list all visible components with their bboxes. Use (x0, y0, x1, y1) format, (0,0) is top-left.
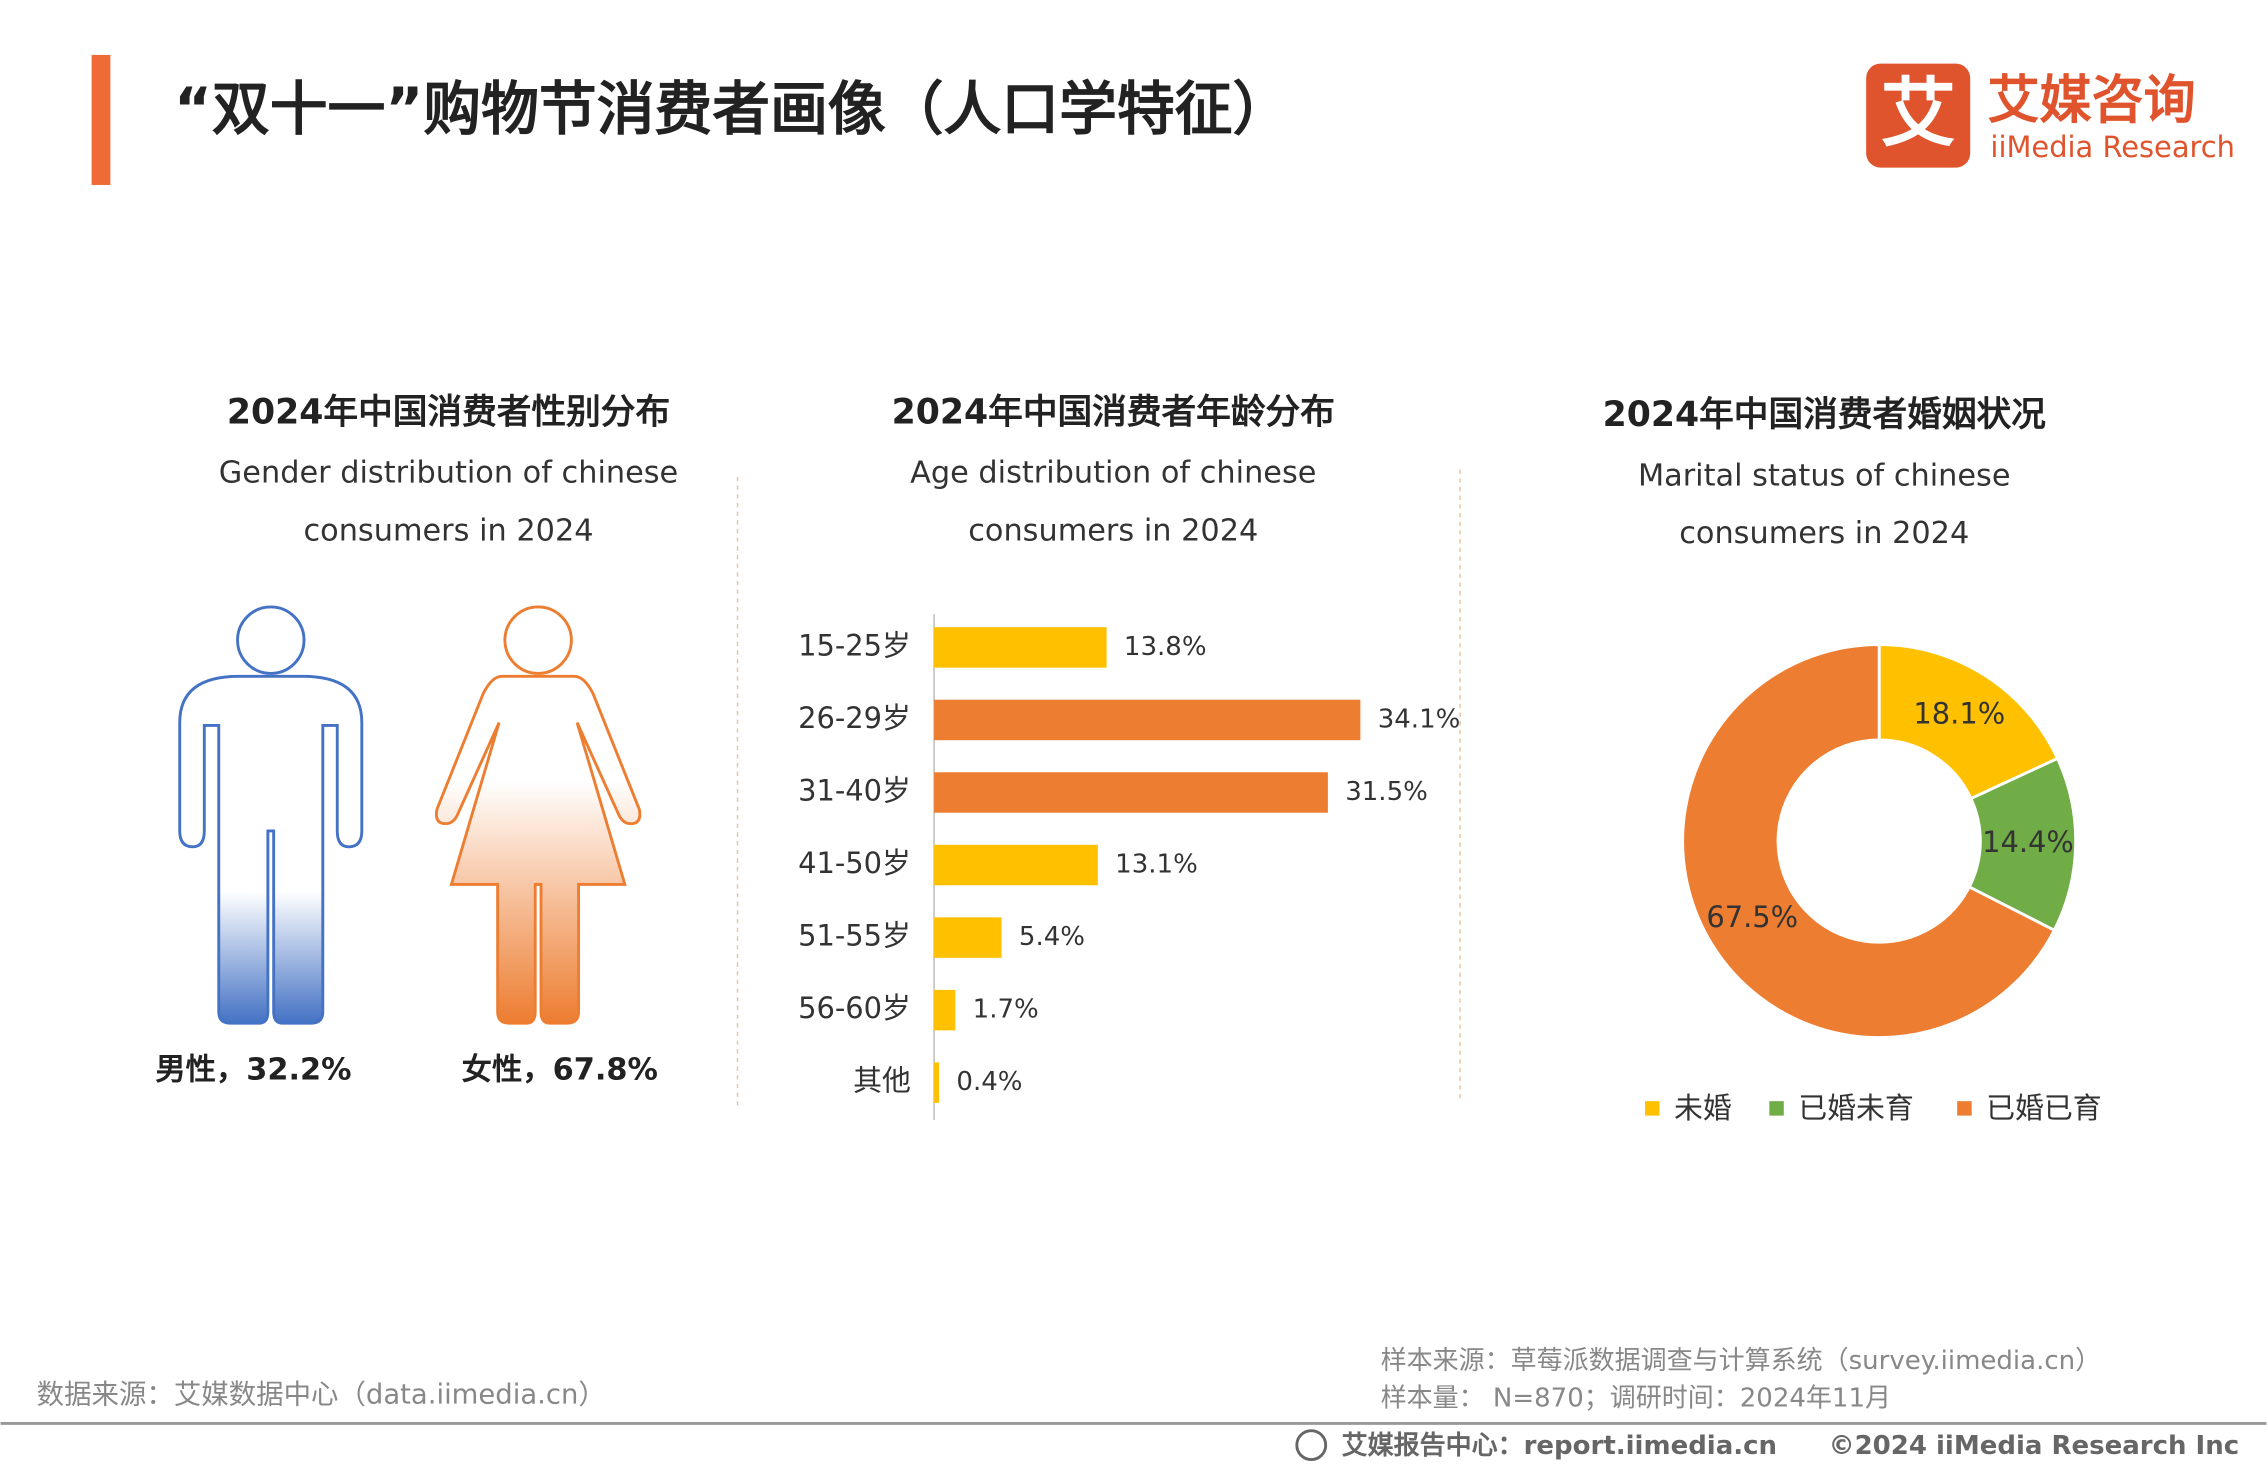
legend-swatch (1645, 1101, 1660, 1116)
sample-info: 样本量： N=870；调研时间：2024年11月 (1381, 1383, 1891, 1413)
logo-box (1866, 63, 1971, 168)
sample-source: 样本来源：草莓派数据调查与计算系统（survey.iimedia.cn） (1381, 1346, 2102, 1376)
logo-mark: 艾 (1881, 69, 1956, 157)
category-label: 56-60岁 (798, 991, 911, 1025)
value-label: 14.4% (1982, 825, 2074, 859)
bar (934, 772, 1328, 813)
legend-swatch (1957, 1101, 1972, 1116)
chart-subtitle: consumers in 2024 (303, 513, 593, 548)
title-accent (91, 54, 111, 185)
figure (434, 674, 642, 1025)
value-label: 18.1% (1913, 697, 2005, 731)
figure-head (503, 605, 573, 675)
value-label: 5.4% (1019, 922, 1085, 952)
chart-title: 2024年中国消费者婚姻状况 (1603, 395, 2047, 435)
copyright: ©2024 iiMedia Research Inc (1829, 1431, 2240, 1461)
value-label: 1.7% (973, 995, 1039, 1025)
logo-sub: iiMedia Research (1990, 130, 2235, 164)
report-center: 艾媒报告中心：report.iimedia.cn (1342, 1430, 1777, 1461)
chart-subtitle: Gender distribution of chinese (219, 455, 678, 490)
category-label: 31-40岁 (798, 773, 911, 807)
category-label: 51-55岁 (798, 919, 911, 953)
donut-slice (1681, 643, 2057, 1039)
category-label: 41-50岁 (798, 846, 911, 880)
category-label: 其他 (853, 1064, 911, 1098)
page-title: “双十一”购物节消费者画像（人口学特征） (174, 75, 1290, 143)
bar (934, 699, 1361, 741)
chart-subtitle: consumers in 2024 (1679, 516, 1969, 551)
figure-head (236, 605, 306, 675)
figure (178, 674, 364, 1025)
chart-subtitle: consumers in 2024 (968, 513, 1258, 548)
value-label: 34.1% (1378, 704, 1461, 734)
bar (934, 1062, 940, 1103)
value-label: 13.1% (1115, 850, 1198, 880)
chart-subtitle: Age distribution of chinese (910, 455, 1316, 490)
category-label: 26-29岁 (798, 701, 911, 735)
bar (934, 989, 956, 1031)
chart-subtitle: Marital status of chinese (1638, 458, 2011, 493)
legend-label: 未婚 (1674, 1091, 1732, 1125)
bar (934, 844, 1098, 886)
chart-title: 2024年中国消费者性别分布 (227, 392, 670, 432)
value-label: 67.5% (1706, 900, 1798, 934)
globe-icon (1295, 1429, 1328, 1461)
bar (934, 627, 1107, 668)
legend-label: 已婚未育 (1798, 1091, 1914, 1125)
chart-title: 2024年中国消费者年龄分布 (892, 392, 1335, 432)
source: 数据来源：艾媒数据中心（data.iimedia.cn） (37, 1379, 606, 1410)
legend-swatch (1769, 1101, 1784, 1116)
value-label: 女性，67.8% (462, 1051, 658, 1087)
legend-label: 已婚已育 (1986, 1091, 2102, 1125)
logo-name: 艾媒咨询 (1988, 71, 2196, 131)
donut-slice (1967, 756, 2078, 933)
donut-slice (1877, 643, 2060, 801)
value-label: 13.8% (1124, 632, 1207, 662)
value-label: 0.4% (956, 1067, 1022, 1097)
value-label: 31.5% (1345, 777, 1428, 807)
category-label: 15-25岁 (798, 628, 911, 662)
bar (934, 917, 1002, 958)
value-label: 男性，32.2% (155, 1052, 351, 1087)
